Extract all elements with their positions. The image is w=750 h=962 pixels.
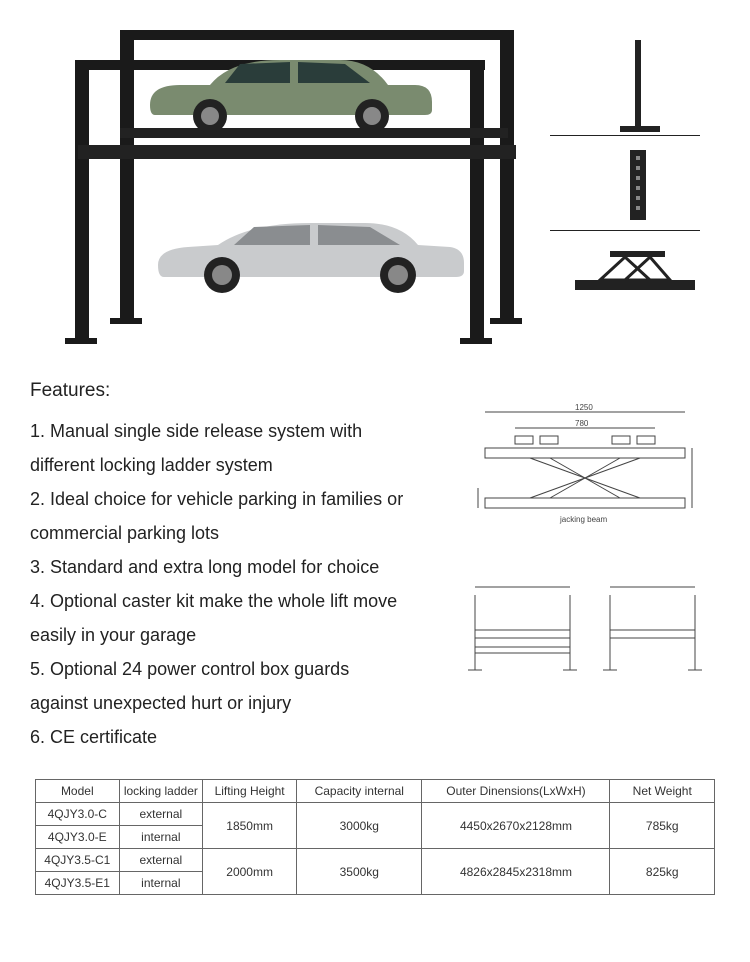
- th-net: Net Weight: [610, 780, 715, 803]
- cell-outer: 4826x2845x2318mm: [422, 849, 610, 895]
- car-bottom-icon: [150, 215, 470, 295]
- cell-lock: external: [119, 803, 203, 826]
- th-cap: Capacity internal: [297, 780, 422, 803]
- technical-diagrams: 1250 780 jacking beam: [460, 400, 730, 700]
- cell-model: 4QJY3.0-E: [36, 826, 120, 849]
- four-post-diagram: [460, 575, 710, 695]
- cell-lock: internal: [119, 872, 203, 895]
- cell-model: 4QJY3.5-E1: [36, 872, 120, 895]
- dim-label: 1250: [575, 403, 593, 412]
- th-outer: Outer Dinensions(LxWxH): [422, 780, 610, 803]
- table-row: 4QJY3.5-C1 external 2000mm 3500kg 4826x2…: [36, 849, 715, 872]
- cell-net: 825kg: [610, 849, 715, 895]
- feature-item: 3. Standard and extra long model for cho…: [30, 550, 410, 584]
- cell-cap: 3000kg: [297, 803, 422, 849]
- cell-lift: 1850mm: [203, 803, 297, 849]
- feature-item: 1. Manual single side release system wit…: [30, 414, 410, 482]
- table-row: 4QJY3.0-C external 1850mm 3000kg 4450x26…: [36, 803, 715, 826]
- spec-table-wrap: Model locking ladder Lifting Height Capa…: [0, 764, 750, 895]
- th-lock: locking ladder: [119, 780, 203, 803]
- cell-cap: 3500kg: [297, 849, 422, 895]
- product-hero: [0, 0, 750, 360]
- jacking-beam-diagram: 1250 780 jacking beam: [460, 400, 710, 550]
- cell-net: 785kg: [610, 803, 715, 849]
- dim-label: 780: [575, 419, 589, 428]
- th-model: Model: [36, 780, 120, 803]
- parts-column: [550, 30, 710, 330]
- jacking-beam-icon: [570, 245, 700, 300]
- cell-model: 4QJY3.5-C1: [36, 849, 120, 872]
- dim-label: jacking beam: [559, 515, 607, 524]
- feature-item: 2. Ideal choice for vehicle parking in f…: [30, 482, 410, 550]
- cell-lock: internal: [119, 826, 203, 849]
- cell-outer: 4450x2670x2128mm: [422, 803, 610, 849]
- features-title: Features:: [30, 380, 410, 402]
- feature-item: 5. Optional 24 power control box guards …: [30, 652, 410, 720]
- cell-lift: 2000mm: [203, 849, 297, 895]
- cell-model: 4QJY3.0-C: [36, 803, 120, 826]
- cell-lock: external: [119, 849, 203, 872]
- features-list: Features: 1. Manual single side release …: [30, 380, 410, 754]
- feature-item: 4. Optional caster kit make the whole li…: [30, 584, 410, 652]
- th-lift: Lifting Height: [203, 780, 297, 803]
- lift-illustration: [70, 20, 520, 340]
- feature-item: 6. CE certificate: [30, 720, 410, 754]
- car-top-icon: [140, 50, 440, 135]
- spec-table: Model locking ladder Lifting Height Capa…: [35, 779, 715, 895]
